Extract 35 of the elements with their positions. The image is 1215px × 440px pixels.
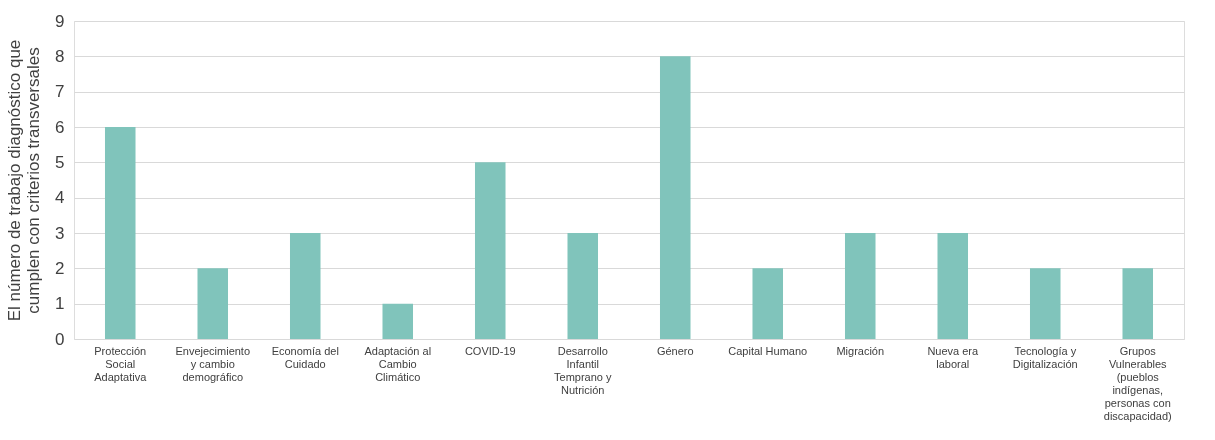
- bar: [197, 268, 229, 339]
- y-tick-label: 6: [55, 117, 65, 137]
- x-tick-label: Economía del Cuidado: [271, 344, 339, 370]
- bar: [1029, 268, 1061, 339]
- bar: [289, 233, 321, 339]
- y-axis-title: El número de trabajo diagnóstico que cumplen con criterios transversales: [5, 39, 44, 322]
- x-tick-label: Envejecimiento y cambio demográfico: [175, 344, 251, 383]
- bar: [567, 233, 599, 339]
- bar: [937, 233, 969, 339]
- y-tick-label: 2: [55, 258, 65, 278]
- x-tick-label: Adaptación al Cambio Climático: [364, 344, 432, 383]
- x-tick-label: Género: [656, 344, 694, 357]
- y-tick-label: 0: [55, 329, 65, 349]
- y-tick-label: 4: [55, 188, 65, 208]
- y-tick-label: 8: [55, 46, 65, 66]
- x-tick-label: Desarrollo Infantil Temprano y Nutrición: [554, 344, 612, 396]
- bar: [659, 56, 691, 339]
- bar: [1122, 268, 1154, 339]
- y-tick-label: 5: [55, 152, 65, 172]
- y-tick-label: 1: [55, 294, 65, 314]
- y-tick-label: 7: [55, 82, 65, 102]
- x-tick-label: Tecnología y Digitalización: [1012, 344, 1078, 370]
- bar: [844, 233, 876, 339]
- x-tick-label: COVID-19: [464, 344, 516, 357]
- bar: [752, 268, 784, 339]
- x-tick-label: Protección Social Adaptativa: [94, 344, 148, 383]
- bar: [474, 162, 506, 339]
- x-tick-label: Grupos Vulnerables (pueblos indígenas, personas con discapacidad): [1103, 344, 1172, 422]
- x-tick-label: Migración: [836, 344, 885, 357]
- x-tick-label: Nueva era laboral: [927, 344, 979, 370]
- x-tick-label: Capital Humano: [728, 344, 808, 357]
- y-tick-label: 3: [55, 223, 65, 243]
- bar: [382, 303, 414, 339]
- bar: [104, 127, 136, 339]
- y-tick-label: 9: [55, 11, 65, 31]
